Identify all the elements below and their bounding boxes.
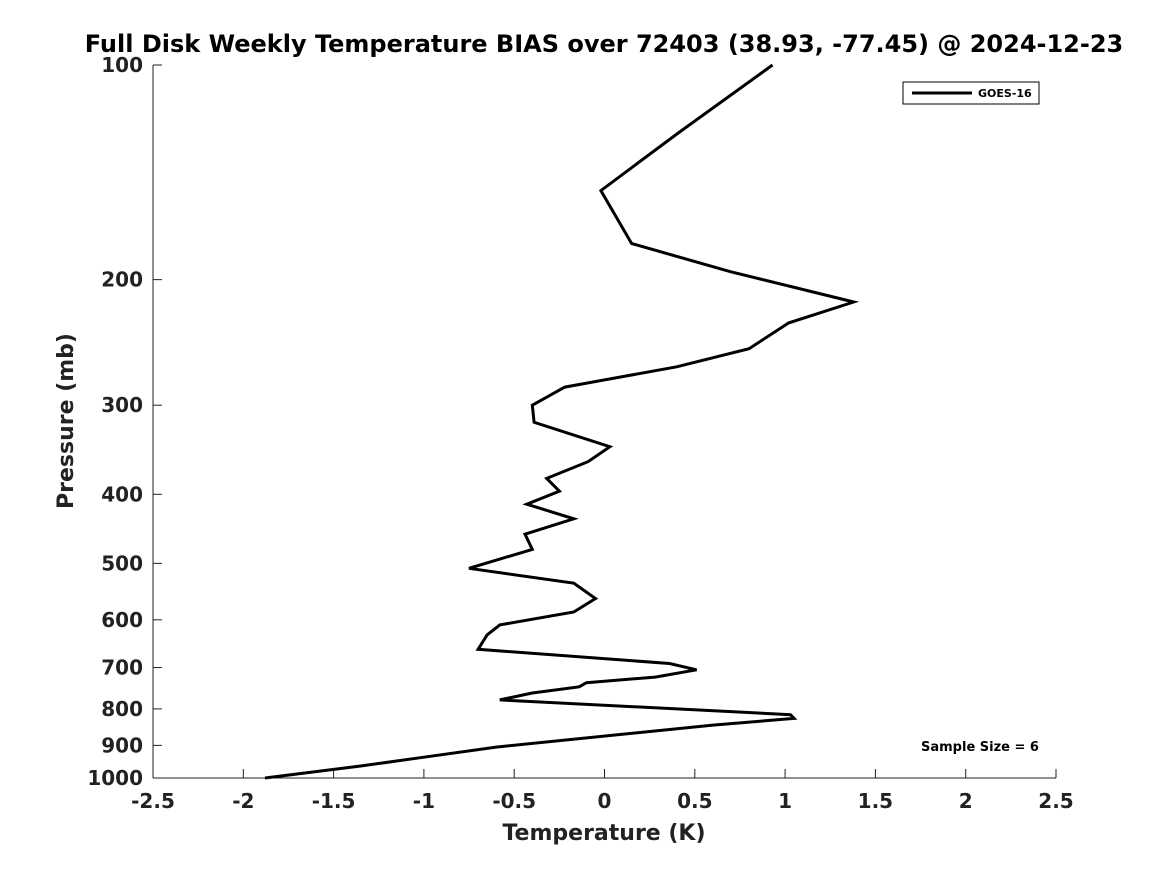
y-tick-label: 500 (101, 551, 143, 575)
chart-title: Full Disk Weekly Temperature BIAS over 7… (85, 30, 1124, 58)
series-line-goes-16 (264, 63, 860, 780)
y-tick-label: 600 (101, 608, 143, 632)
x-tick-label: 1.5 (858, 789, 893, 813)
series-layer (264, 63, 860, 780)
y-axis-title: Pressure (mb) (54, 333, 79, 509)
legend-label-goes-16: GOES-16 (978, 87, 1032, 100)
y-tick-label: 200 (101, 268, 143, 292)
y-tick-label: 700 (101, 656, 143, 680)
x-tick-label: 0 (598, 789, 612, 813)
legend: GOES-16 (902, 81, 1040, 105)
x-tick-label: -1.5 (312, 789, 356, 813)
x-tick-label: 0.5 (677, 789, 712, 813)
x-tick-label: 2.5 (1038, 789, 1073, 813)
x-tick-label: 1 (778, 789, 792, 813)
y-tick-label: 900 (101, 733, 143, 757)
x-tick-label: -2 (232, 789, 254, 813)
x-tick-label: 2 (959, 789, 973, 813)
x-tick-label: -2.5 (131, 789, 175, 813)
y-tick-label: 1000 (87, 766, 143, 790)
axes: -2.5 -2 -1.5 -1 -0.5 0 0.5 1 1.5 2 2.5 100 200 300 400… (87, 53, 1073, 813)
y-tick-label: 400 (101, 482, 143, 506)
y-tick-label: 300 (101, 393, 143, 417)
y-tick-label: 800 (101, 697, 143, 721)
sample-size-annotation: Sample Size = 6 (921, 740, 1039, 755)
x-axis-title: Temperature (K) (502, 821, 705, 846)
x-tick-label: -0.5 (492, 789, 536, 813)
y-tick-label: 100 (101, 53, 143, 77)
x-tick-label: -1 (413, 789, 435, 813)
